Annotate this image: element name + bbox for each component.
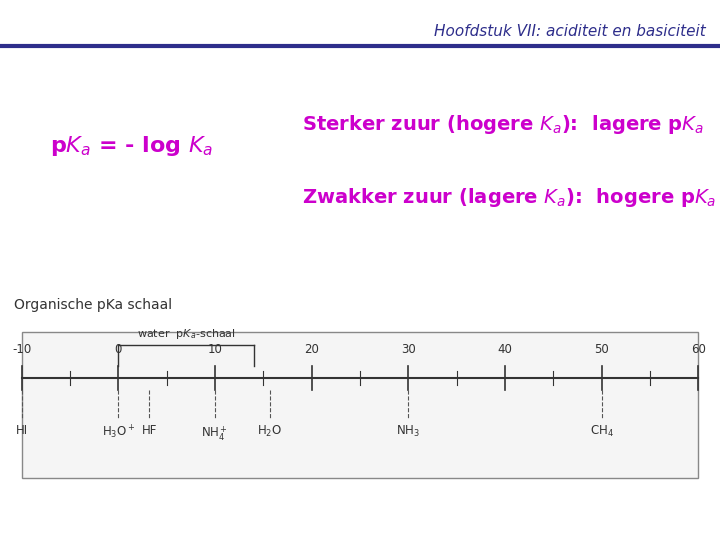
Text: Organische pKa schaal: Organische pKa schaal (14, 298, 173, 312)
Text: NH$_3$: NH$_3$ (397, 424, 420, 439)
Text: Zwakker zuur (lagere $K_a$):  hogere p$K_a$: Zwakker zuur (lagere $K_a$): hogere p$K_… (302, 186, 716, 208)
Text: 40: 40 (498, 343, 513, 356)
Text: p$K_a$ = - log $K_a$: p$K_a$ = - log $K_a$ (50, 134, 214, 158)
FancyBboxPatch shape (22, 332, 698, 478)
Text: water  p$K_a$-schaal: water p$K_a$-schaal (137, 327, 235, 341)
Text: H$_3$O$^+$: H$_3$O$^+$ (102, 424, 135, 441)
Text: HI: HI (16, 424, 27, 437)
Text: 30: 30 (401, 343, 415, 356)
Text: Sterker zuur (hogere $K_a$):  lagere p$K_a$: Sterker zuur (hogere $K_a$): lagere p$K_… (302, 113, 705, 136)
Text: HF: HF (142, 424, 157, 437)
Text: CH$_4$: CH$_4$ (590, 424, 613, 439)
Text: 10: 10 (207, 343, 222, 356)
Text: -10: -10 (12, 343, 31, 356)
Text: 20: 20 (305, 343, 319, 356)
Text: 0: 0 (114, 343, 122, 356)
Text: 60: 60 (691, 343, 706, 356)
Text: 50: 50 (594, 343, 609, 356)
Text: NH$_4^+$: NH$_4^+$ (202, 424, 228, 443)
Text: Hoofdstuk VII: aciditeit en basiciteit: Hoofdstuk VII: aciditeit en basiciteit (434, 24, 706, 39)
Text: H$_2$O: H$_2$O (258, 424, 283, 439)
